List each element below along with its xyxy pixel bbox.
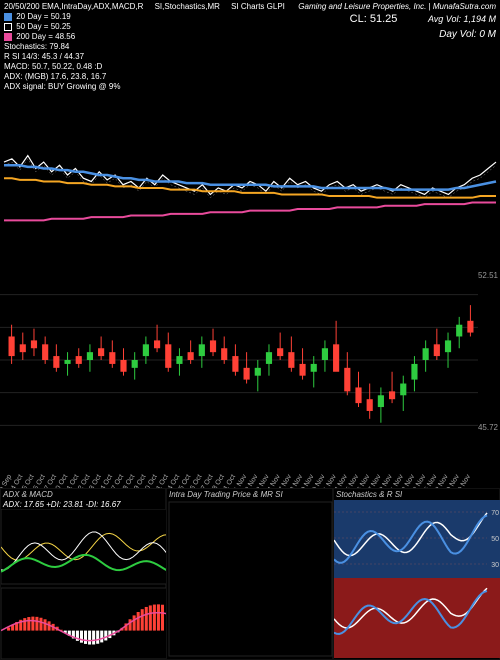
adx-macd-values: ADX: 17.65 +DI: 23.81 -DI: 16.67 [1, 500, 165, 509]
close-value: 51.25 [370, 13, 398, 25]
bottom-panels: ADX & MACD ADX: 17.65 +DI: 23.81 -DI: 16… [0, 488, 500, 660]
avg-vol: Avg Vol: 1,194 M [428, 14, 496, 24]
day-vol: Day Vol: 0 M [298, 29, 496, 40]
title-source: Gaming and Leisure Properties, Inc. | Mu… [298, 2, 496, 11]
stochastics-label: Stochastics: 79.84 [4, 42, 496, 52]
svg-text:70: 70 [491, 510, 499, 517]
title-symbol: SI Charts GLPI [231, 2, 285, 11]
candlestick-chart: 52.51 45.72 [0, 262, 500, 458]
ema50-label: 50 Day = 50.25 [16, 22, 70, 31]
svg-text:52.51: 52.51 [478, 271, 499, 280]
main-line-chart [0, 90, 500, 260]
close-label: CL: [350, 13, 367, 25]
svg-text:50: 50 [491, 536, 499, 543]
ema200-label: 200 Day = 48.56 [16, 32, 75, 41]
header-info: 20/50/200 EMA,IntraDay,ADX,MACD,R SI,Sto… [0, 0, 500, 90]
title-indicators: 20/50/200 EMA,IntraDay,ADX,MACD,R [4, 2, 143, 11]
date-axis: 30 Sep04 Oct05 Oct06 Oct07 Oct10 Oct11 O… [0, 458, 500, 488]
adx-macd-panel: ADX & MACD ADX: 17.65 +DI: 23.81 -DI: 16… [0, 488, 166, 660]
rsi-label: R SI 14/3: 45.3 / 44.37 [4, 52, 496, 62]
ema200-swatch [4, 33, 12, 41]
ema20-swatch [4, 13, 12, 21]
intraday-title: Intra Day Trading Price & MR SI [167, 489, 332, 500]
title-mid: SI,Stochastics,MR [155, 2, 220, 11]
ema20-label: 20 Day = 50.19 [16, 12, 70, 21]
stoch-rsi-title: Stochastics & R SI [334, 489, 499, 500]
svg-text:45.72: 45.72 [478, 423, 499, 432]
macd-label: MACD: 50.7, 50.22, 0.48 :D [4, 62, 496, 72]
svg-text:30: 30 [491, 562, 499, 569]
adx-label: ADX: (MGB) 17.6, 23.8, 16.7 [4, 72, 496, 82]
intraday-panel: Intra Day Trading Price & MR SI [166, 488, 333, 660]
stoch-rsi-panel: Stochastics & R SI 70 50 30 [333, 488, 500, 660]
adx-macd-title: ADX & MACD [1, 489, 165, 500]
ema50-swatch [4, 23, 12, 31]
